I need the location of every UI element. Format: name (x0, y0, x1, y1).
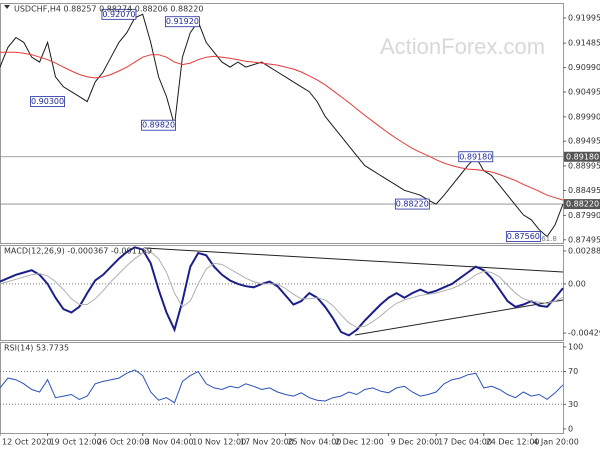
y-tick-label: 0.88495 (568, 186, 600, 195)
annotation-box (458, 151, 494, 163)
price-tag-label: 0.88220 (566, 200, 599, 209)
x-tick-label: 19 Oct 12:00 (50, 438, 102, 447)
panel-frame (0, 3, 564, 244)
annotation-label: 0.89820 (142, 121, 175, 130)
x-tick-label: 25 Nov 04:00 (287, 438, 341, 447)
series-line (0, 246, 564, 337)
series-line (0, 51, 564, 201)
y-tick-label: 0.88995 (568, 161, 600, 170)
annotation-label: 0.91920 (166, 17, 199, 26)
annotation-box (141, 119, 176, 131)
panel-title: RSI(14) 53.7735 (4, 344, 69, 353)
annotation-box (394, 198, 430, 210)
x-tick-label: 2 Dec 12:00 (335, 438, 384, 447)
fib-label: 61.8 (541, 235, 557, 243)
x-tick-label: 24 Dec 12:00 (486, 438, 540, 447)
y-tick-label: 0.90990 (568, 63, 600, 72)
panel-title: MACD(12,26,9) -0.000367 -0.001169 (4, 247, 152, 256)
y-tick-label: 0 (568, 424, 573, 433)
y-tick-label: 0.91485 (568, 39, 600, 48)
annotation-label: 0.89180 (459, 152, 492, 161)
price-tag-label: 0.89180 (566, 152, 599, 161)
annotation-box (164, 16, 200, 28)
menu-arrow (4, 5, 10, 9)
annotation-label: 0.88220 (396, 200, 429, 209)
price-tag (564, 151, 600, 162)
x-tick-label: 4 Jan 20:00 (533, 438, 579, 447)
panel-frame (0, 245, 564, 341)
x-tick-label: 9 Dec 20:00 (391, 438, 440, 447)
y-tick-label: 70 (568, 367, 578, 376)
x-tick-label: 17 Dec 04:00 (438, 438, 492, 447)
y-tick-label: 0.89990 (568, 112, 600, 121)
series-line (0, 369, 564, 404)
annotation-label: 0.92070 (102, 10, 135, 19)
y-tick-label: 0.00288 (568, 246, 600, 255)
annotation-box (101, 8, 137, 20)
trendline (354, 299, 564, 336)
y-tick-label: 30 (568, 400, 578, 409)
x-tick-label: 12 Oct 2020 (2, 438, 51, 447)
series-line (0, 251, 564, 328)
x-tick-label: 3 Nov 04:00 (145, 438, 194, 447)
y-tick-label: 0.00 (568, 279, 586, 288)
price-tag (564, 199, 600, 210)
annotation-label: 0.90300 (31, 97, 64, 106)
x-tick-label: 26 Oct 20:00 (97, 438, 149, 447)
y-tick-label: 100 (568, 342, 583, 351)
y-tick-label: 0.87990 (568, 211, 600, 220)
annotation-box (30, 96, 65, 107)
y-tick-label: 0.91995 (568, 14, 600, 23)
panel-title: USDCHF,H4 0.88257 0.88274 0.88206 0.8822… (14, 5, 203, 14)
y-tick-label: 0.90495 (568, 87, 600, 96)
y-tick-label: -0.004298 (568, 329, 600, 338)
y-tick-label: 0.89495 (568, 137, 600, 146)
watermark: ActionForex.com (380, 34, 545, 59)
x-tick-label: 17 Nov 20:00 (240, 438, 294, 447)
series-line (0, 13, 564, 238)
y-tick-label: 0.87495 (568, 235, 600, 244)
trendline (144, 247, 564, 273)
annotation-label: 0.87560 (507, 232, 540, 241)
x-tick-label: 10 Nov 12:00 (192, 438, 246, 447)
annotation-box (505, 231, 541, 242)
